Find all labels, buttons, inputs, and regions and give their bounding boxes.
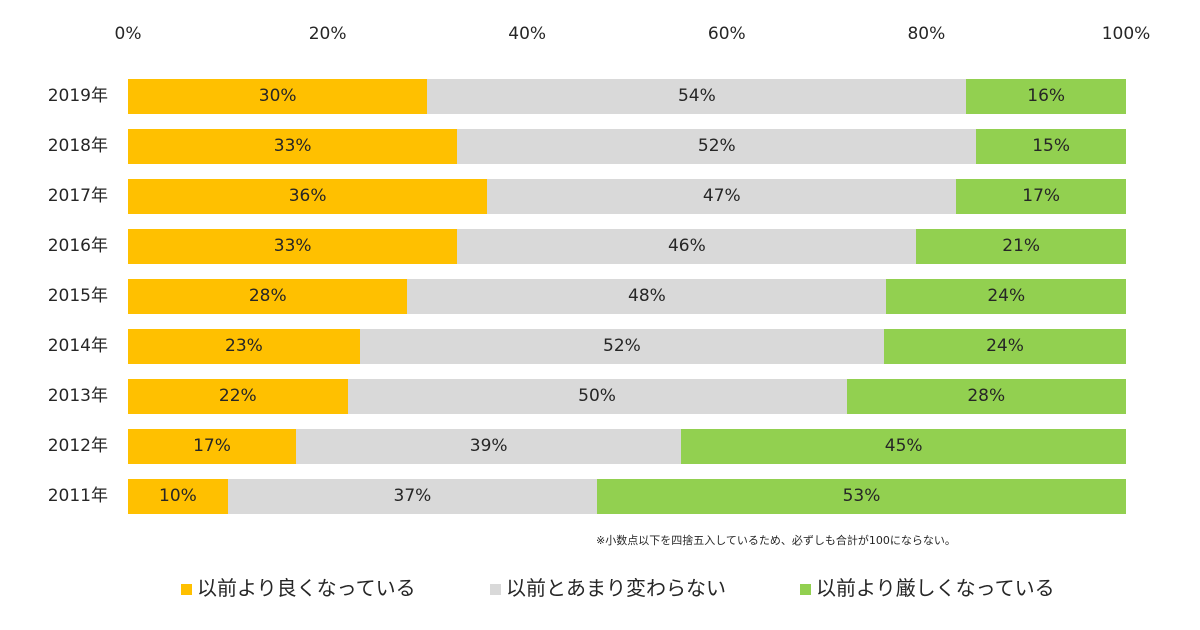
legend-item: 以前より良くなっている bbox=[181, 572, 416, 601]
category-label: 2017年 bbox=[47, 186, 108, 206]
bar-segment bbox=[597, 479, 1126, 514]
category-label: 2015年 bbox=[47, 286, 108, 306]
bar-segment bbox=[427, 79, 967, 114]
footnote: ※小数点以下を四捨五入しているため、必ずしも合計が100にならない。 bbox=[596, 534, 956, 547]
bar-segment bbox=[128, 379, 348, 414]
category-label: 2018年 bbox=[47, 136, 108, 156]
bar-segment bbox=[128, 279, 408, 314]
bar-segment bbox=[407, 279, 887, 314]
category-label: 2012年 bbox=[47, 436, 108, 456]
data-label: 53% bbox=[842, 486, 881, 506]
category-label: 2016年 bbox=[47, 236, 108, 256]
legend-item: 以前より厳しくなっている bbox=[800, 572, 1055, 601]
bar-segment bbox=[976, 129, 1126, 164]
legend-swatch bbox=[181, 584, 192, 595]
data-label: 52% bbox=[697, 136, 736, 156]
data-label: 17% bbox=[193, 436, 231, 456]
bar-segment bbox=[886, 279, 1126, 314]
legend-label: 以前より厳しくなっている bbox=[816, 576, 1055, 600]
bar-segment bbox=[966, 79, 1126, 114]
bar-segment bbox=[359, 329, 885, 364]
legend-label: 以前とあまり変わらない bbox=[506, 576, 726, 600]
x-tick-label: 0% bbox=[114, 24, 142, 44]
x-tick-label: 60% bbox=[707, 24, 746, 44]
bar-segment bbox=[457, 129, 977, 164]
data-label: 45% bbox=[884, 436, 923, 456]
category-label: 2014年 bbox=[47, 336, 108, 356]
bar-segment bbox=[128, 179, 488, 214]
data-label: 17% bbox=[1022, 186, 1061, 206]
data-label: 15% bbox=[1032, 136, 1071, 156]
bar-segment bbox=[884, 329, 1126, 364]
data-label: 37% bbox=[393, 486, 432, 506]
data-label: 30% bbox=[258, 86, 297, 106]
data-label: 21% bbox=[1002, 236, 1041, 256]
data-label: 54% bbox=[677, 86, 716, 106]
data-label: 33% bbox=[273, 236, 312, 256]
data-label: 24% bbox=[986, 336, 1024, 356]
data-label: 23% bbox=[225, 336, 263, 356]
bar-segment bbox=[128, 429, 296, 464]
x-tick-label: 80% bbox=[907, 24, 946, 44]
data-label: 16% bbox=[1027, 86, 1066, 106]
data-label: 39% bbox=[469, 436, 508, 456]
category-label: 2019年 bbox=[47, 86, 108, 106]
bar-segment bbox=[128, 229, 458, 264]
bar-segment bbox=[457, 229, 917, 264]
data-label: 52% bbox=[603, 336, 641, 356]
bar-segment bbox=[128, 479, 228, 514]
data-label: 28% bbox=[967, 386, 1006, 406]
bar-segment bbox=[227, 479, 598, 514]
x-tick-label: 40% bbox=[508, 24, 547, 44]
data-label: 28% bbox=[248, 286, 287, 306]
legend: 以前より良くなっている 以前とあまり変わらない 以前より厳しくなっている bbox=[0, 572, 1200, 602]
data-label: 50% bbox=[578, 386, 616, 406]
legend-label: 以前より良くなっている bbox=[197, 576, 416, 600]
data-label: 48% bbox=[628, 286, 666, 306]
data-label: 46% bbox=[667, 236, 706, 256]
category-label: 2011年 bbox=[47, 486, 108, 506]
x-tick-label: 20% bbox=[308, 24, 347, 44]
category-label: 2013年 bbox=[47, 386, 108, 406]
bar-segment bbox=[295, 429, 682, 464]
bar-segment bbox=[487, 179, 957, 214]
bar-segment bbox=[681, 429, 1126, 464]
x-tick-label: 100% bbox=[1101, 24, 1151, 44]
bar-segment bbox=[956, 179, 1126, 214]
data-label: 36% bbox=[288, 186, 327, 206]
bar-segment bbox=[128, 329, 360, 364]
bar-segment bbox=[846, 379, 1126, 414]
data-label: 24% bbox=[987, 286, 1026, 306]
bar-segment bbox=[128, 79, 428, 114]
data-label: 10% bbox=[159, 486, 197, 506]
bar-segment bbox=[347, 379, 847, 414]
data-label: 33% bbox=[273, 136, 312, 156]
data-label: 22% bbox=[218, 386, 257, 406]
legend-swatch bbox=[490, 584, 501, 595]
bar-segment bbox=[128, 129, 458, 164]
bar-segment bbox=[916, 229, 1126, 264]
legend-swatch bbox=[800, 584, 811, 595]
legend-item: 以前とあまり変わらない bbox=[490, 572, 726, 601]
data-label: 47% bbox=[702, 186, 741, 206]
